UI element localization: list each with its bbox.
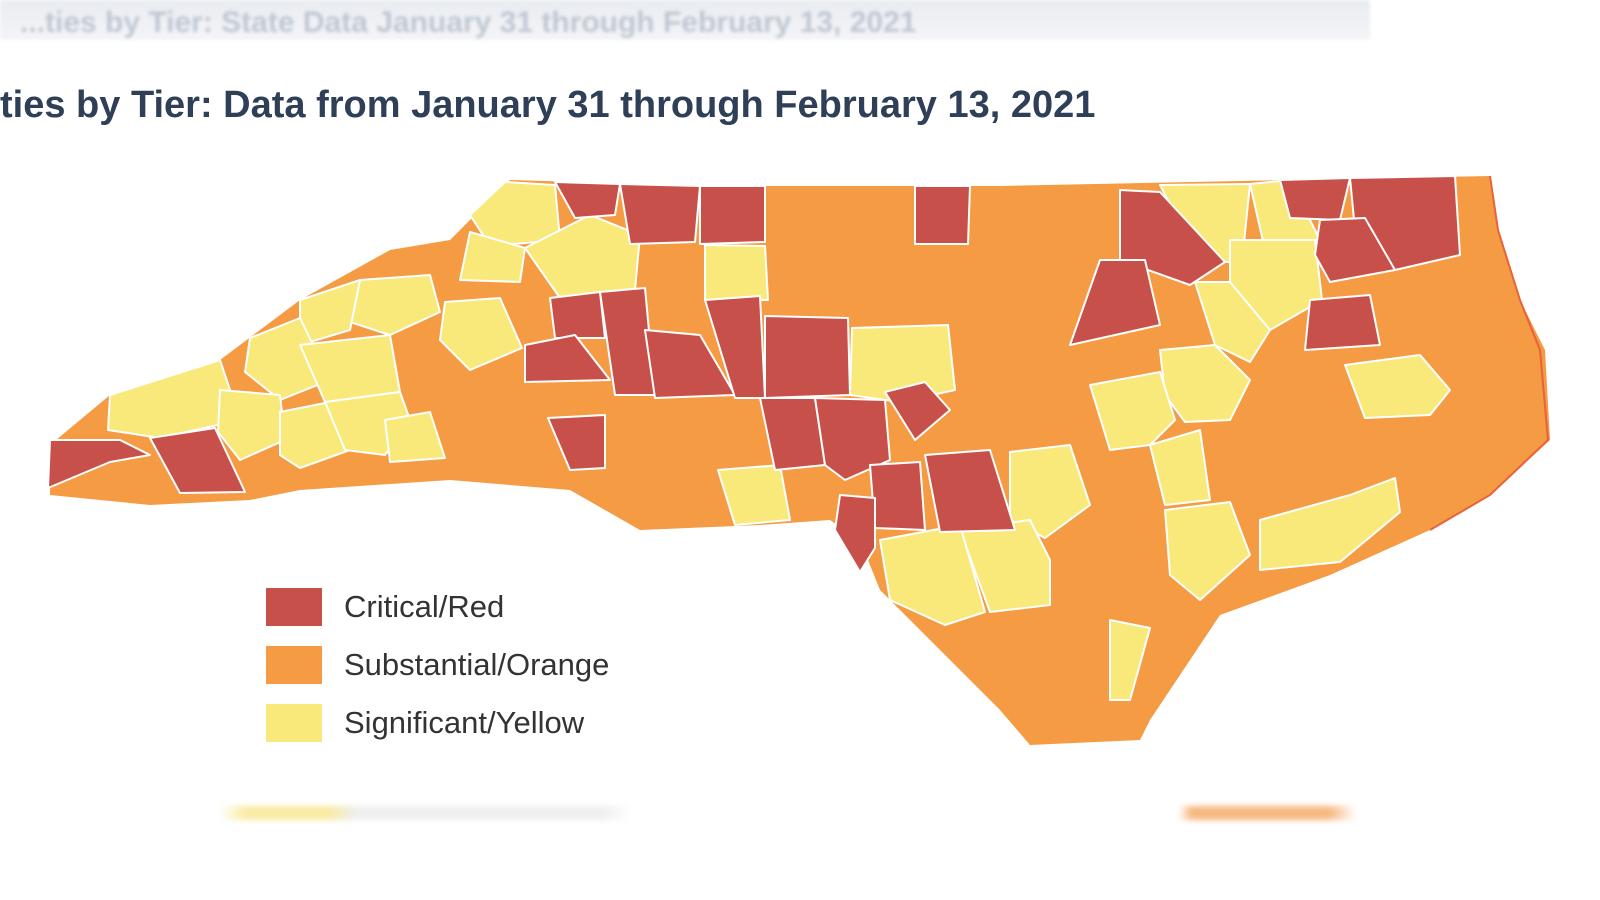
county	[1109, 619, 1151, 701]
county	[524, 214, 641, 299]
county	[717, 464, 791, 526]
county	[1279, 177, 1351, 221]
blurred-header-strip: ...ties by Tier: State Data January 31 t…	[0, 0, 1370, 40]
county	[619, 183, 701, 245]
legend-item-substantial: Substantial/Orange	[266, 636, 609, 694]
legend-item-critical: Critical/Red	[266, 578, 609, 636]
county	[959, 519, 1051, 613]
county	[1304, 294, 1381, 351]
legend-swatch-yellow	[266, 704, 322, 742]
legend-label: Critical/Red	[344, 589, 505, 624]
county	[869, 461, 926, 531]
county	[554, 181, 621, 219]
county	[1069, 259, 1161, 346]
county	[1259, 477, 1401, 571]
county	[924, 449, 1016, 533]
county	[1089, 371, 1176, 451]
legend-label: Substantial/Orange	[344, 647, 610, 682]
blurred-footer-strip	[0, 806, 1370, 820]
county	[1314, 217, 1396, 283]
county	[549, 291, 606, 339]
coastline	[1429, 175, 1550, 531]
legend-item-significant: Significant/Yellow	[266, 694, 609, 752]
county	[217, 389, 286, 461]
county	[814, 397, 891, 481]
county	[914, 185, 971, 245]
blurred-header-text: ...ties by Tier: State Data January 31 t…	[20, 6, 917, 39]
county	[149, 427, 246, 494]
yellow-tier-counties	[107, 179, 1451, 701]
legend-label: Significant/Yellow	[344, 705, 585, 740]
county	[764, 315, 851, 399]
legend-swatch-orange	[266, 646, 322, 684]
county	[244, 317, 331, 401]
county	[459, 231, 526, 283]
county	[1164, 501, 1251, 601]
county	[547, 414, 606, 471]
county	[1194, 281, 1271, 363]
county	[384, 411, 446, 463]
county	[699, 185, 766, 245]
county	[1344, 354, 1451, 419]
county	[107, 359, 241, 439]
county	[524, 334, 611, 383]
map-title: ties by Tier: Data from January 31 throu…	[0, 84, 1096, 126]
red-tier-counties	[47, 175, 1461, 573]
county	[884, 381, 951, 441]
county	[47, 439, 151, 489]
legend-swatch-red	[266, 588, 322, 626]
county	[704, 244, 769, 301]
county	[834, 494, 876, 573]
county	[1009, 444, 1091, 539]
county	[1149, 429, 1211, 506]
county	[439, 297, 523, 371]
legend: Critical/Red Substantial/Orange Signific…	[266, 578, 609, 752]
county	[469, 181, 561, 247]
